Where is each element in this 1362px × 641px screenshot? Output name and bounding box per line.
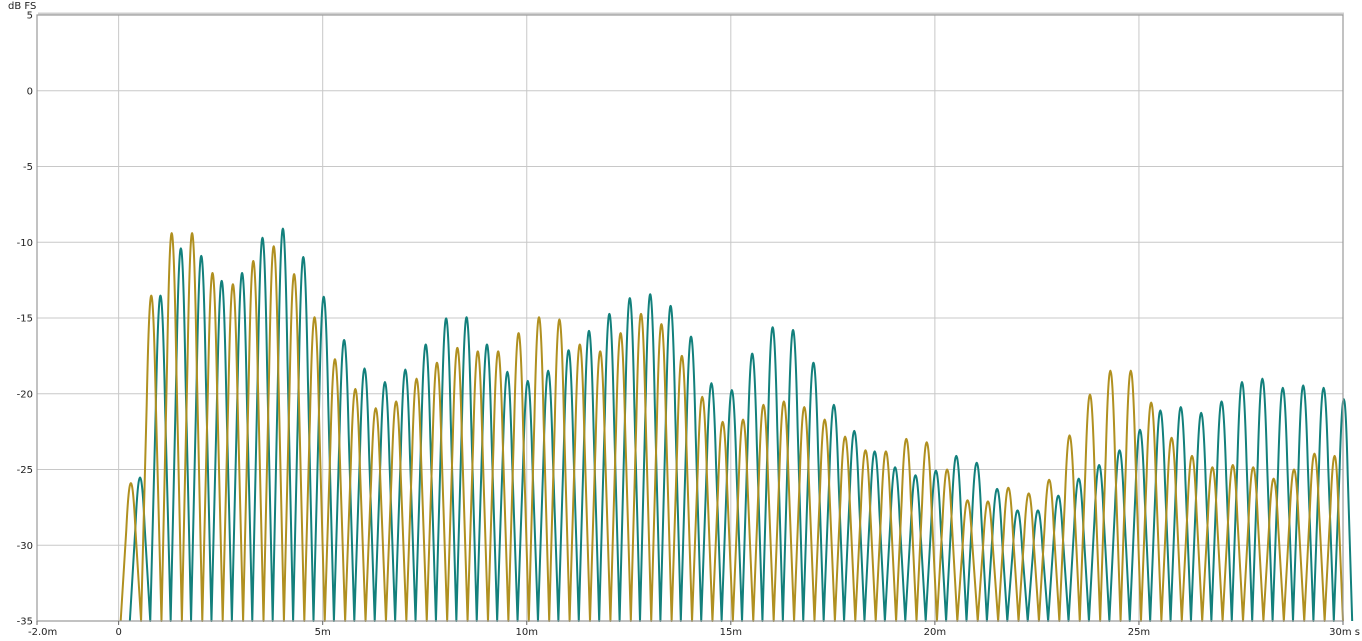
y-tick-label: -10 [17,238,33,249]
x-tick-label: -2.0m [28,627,57,638]
series-layer [119,227,1354,622]
x-tick-label: 30m s [1329,627,1360,638]
x-tick-label: 15m [720,627,742,638]
plot-frame [36,14,1344,622]
y-tick-label: -5 [23,162,33,173]
y-tick-label: 0 [27,86,33,97]
series-1-line [128,227,1354,622]
x-tick-label: 0 [115,627,121,638]
x-tick-label: 5m [315,627,331,638]
y-axis-label: dB FS [8,1,36,12]
series-2-line [119,232,1344,622]
y-tick-label: -15 [17,314,33,325]
x-axis: -2.0m 0 5m 10m 15m 20m 25m 30m s [28,621,1360,638]
y-axis: 5 0 -5 -10 -15 -20 -25 -30 -35 [17,11,33,628]
y-tick-label: -35 [17,617,33,628]
x-tick-label: 25m [1128,627,1150,638]
y-tick-label: 5 [27,11,33,22]
y-tick-label: -25 [17,465,33,476]
y-tick-label: -30 [17,541,33,552]
y-tick-label: -20 [17,389,33,400]
x-tick-label: 20m [924,627,946,638]
x-tick-label: 10m [516,627,538,638]
